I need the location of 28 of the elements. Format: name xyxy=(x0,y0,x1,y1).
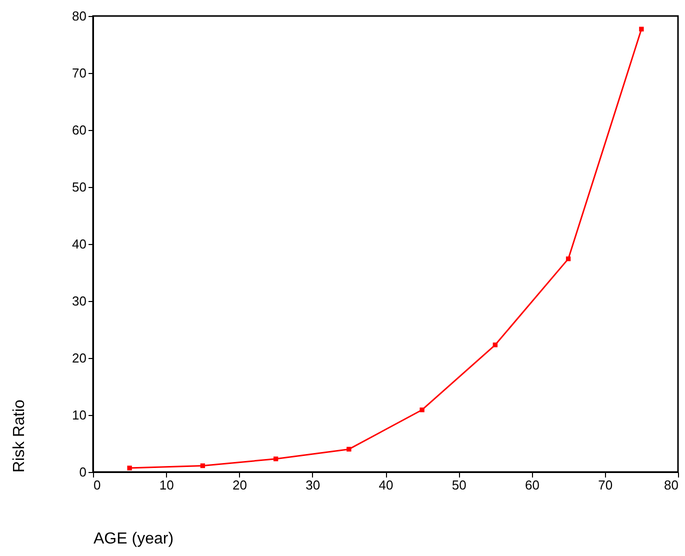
x-tick-label: 60 xyxy=(525,478,540,492)
x-tick-label: 40 xyxy=(378,478,394,492)
x-tick-label: 0 xyxy=(94,478,101,492)
x-tick-label: 80 xyxy=(664,478,678,492)
x-axis-title: AGE (year) xyxy=(94,530,174,548)
x-tick-label: 20 xyxy=(232,478,247,492)
point xyxy=(566,256,571,262)
y-axis-title: Risk Ratio xyxy=(11,399,28,472)
y-tick-label: 0 xyxy=(79,464,86,480)
y-tick-label: 20 xyxy=(72,350,86,366)
point xyxy=(492,342,498,348)
point xyxy=(346,446,352,452)
y-tick-label: 60 xyxy=(72,122,86,138)
y-tick-label: 50 xyxy=(72,180,86,194)
y-tick-label: 80 xyxy=(72,8,86,24)
y-tick-label: 30 xyxy=(72,294,86,308)
y-tick-label: 40 xyxy=(72,236,86,252)
point xyxy=(200,463,206,468)
x-tick-label: 10 xyxy=(159,478,174,492)
y-tick-label: 10 xyxy=(72,408,86,422)
x-tick-label: 30 xyxy=(306,478,320,492)
point xyxy=(639,26,644,32)
x-tick-label: 50 xyxy=(452,478,466,492)
point xyxy=(127,466,132,470)
point xyxy=(273,456,278,462)
y-tick-label: 70 xyxy=(72,66,86,80)
point xyxy=(420,408,424,412)
x-tick-label: 70 xyxy=(598,478,613,492)
